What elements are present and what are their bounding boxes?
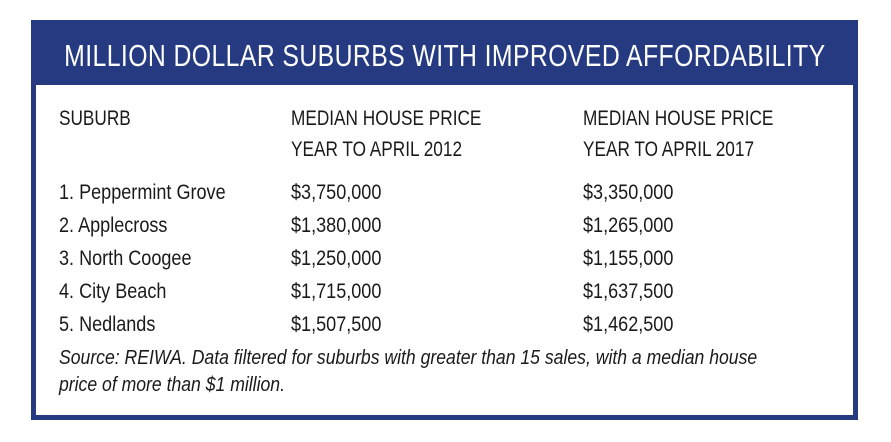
title-bar: MILLION DOLLAR SUBURBS WITH IMPROVED AFF… — [36, 25, 853, 85]
suburb-cell: 3. North Coogee — [59, 247, 192, 270]
table-title: MILLION DOLLAR SUBURBS WITH IMPROVED AFF… — [63, 37, 826, 73]
header-price-2017-line-1: MEDIAN HOUSE PRICE — [583, 107, 774, 130]
suburb-cell: 4. City Beach — [59, 280, 167, 303]
table-row: 1. Peppermint Grove $3,750,000 $3,350,00… — [36, 176, 853, 209]
table-body: 1. Peppermint Grove $3,750,000 $3,350,00… — [36, 176, 853, 341]
table-row: 3. North Coogee $1,250,000 $1,155,000 — [36, 242, 853, 275]
header-suburb: SUBURB — [59, 103, 131, 134]
table-frame: MILLION DOLLAR SUBURBS WITH IMPROVED AFF… — [31, 20, 858, 420]
price-2017-cell: $1,637,500 — [583, 280, 674, 303]
price-2017-cell: $3,350,000 — [583, 181, 674, 204]
price-2012-cell: $1,380,000 — [291, 214, 382, 237]
table-row: 4. City Beach $1,715,000 $1,637,500 — [36, 275, 853, 308]
price-2012-cell: $3,750,000 — [291, 181, 382, 204]
header-price-2012: MEDIAN HOUSE PRICE YEAR TO APRIL 2012 — [291, 103, 481, 165]
header-price-2017-line-2: YEAR TO APRIL 2017 — [583, 138, 755, 161]
suburb-cell: 2. Applecross — [59, 214, 168, 237]
header-price-2012-line-2: YEAR TO APRIL 2012 — [291, 138, 463, 161]
header-price-2012-line-1: MEDIAN HOUSE PRICE — [291, 107, 482, 130]
source-note-line-2: price of more than $1 million. — [59, 374, 285, 396]
price-2017-cell: $1,265,000 — [583, 214, 674, 237]
source-note-line-1: Source: REIWA. Data filtered for suburbs… — [59, 347, 758, 369]
suburb-cell: 5. Nedlands — [59, 313, 156, 336]
table-row: 2. Applecross $1,380,000 $1,265,000 — [36, 209, 853, 242]
header-suburb-label: SUBURB — [59, 107, 131, 130]
price-2017-cell: $1,462,500 — [583, 313, 674, 336]
price-2012-cell: $1,507,500 — [291, 313, 382, 336]
table-row: 5. Nedlands $1,507,500 $1,462,500 — [36, 308, 853, 341]
suburb-cell: 1. Peppermint Grove — [59, 181, 226, 204]
price-2012-cell: $1,715,000 — [291, 280, 382, 303]
source-note: Source: REIWA. Data filtered for suburbs… — [59, 345, 833, 399]
price-2017-cell: $1,155,000 — [583, 247, 674, 270]
header-price-2017: MEDIAN HOUSE PRICE YEAR TO APRIL 2017 — [583, 103, 773, 165]
price-2012-cell: $1,250,000 — [291, 247, 382, 270]
